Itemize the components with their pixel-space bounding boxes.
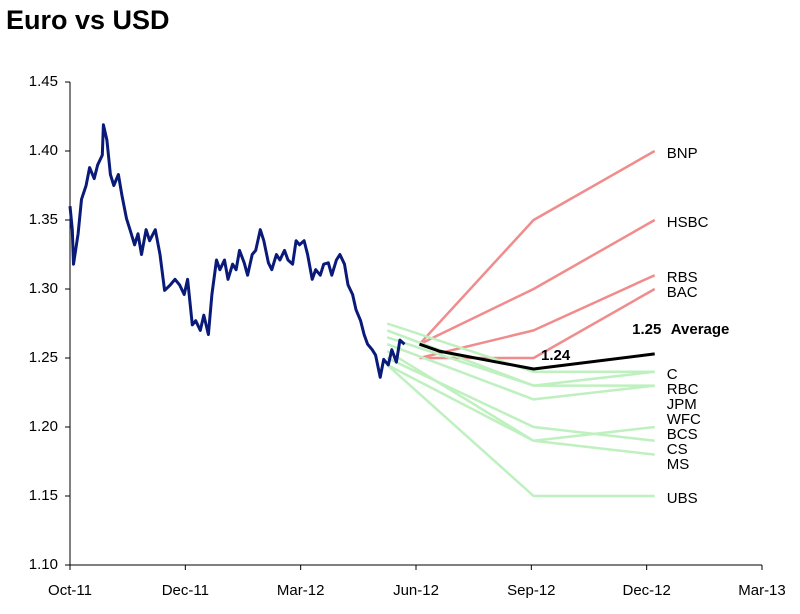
x-tick-label: Jun-12 [393, 582, 439, 599]
series-label: MS [667, 456, 690, 473]
y-tick-label: 1.10 [29, 556, 58, 573]
series-label: UBS [667, 490, 698, 507]
series-label: HSBC [667, 214, 709, 231]
value-label: 1.25 [632, 321, 661, 338]
x-tick-label: Sep-12 [507, 582, 555, 599]
x-tick-label: Dec-12 [622, 582, 670, 599]
forecast-line [419, 287, 656, 360]
y-tick-label: 1.40 [29, 142, 58, 159]
forecast-line [418, 149, 656, 346]
chart-title: Euro vs USD [6, 5, 170, 35]
y-tick-label: 1.45 [29, 73, 58, 90]
x-tick-label: Mar-12 [277, 582, 325, 599]
y-tick-label: 1.35 [29, 211, 58, 228]
forecast-line [386, 363, 655, 498]
series-label: BCS [667, 426, 698, 443]
x-tick-label: Dec-11 [162, 582, 209, 599]
series-label: WFC [667, 411, 701, 428]
y-tick-label: 1.15 [29, 487, 58, 504]
forecast-line [418, 218, 656, 346]
forecast-line [386, 363, 655, 456]
value-label: 1.24 [541, 347, 571, 364]
forecast-line [386, 336, 655, 387]
y-tick-label: 1.25 [29, 349, 58, 366]
forecast-line [386, 322, 655, 374]
series-label: RBS [667, 269, 698, 286]
series-label: CS [667, 441, 688, 458]
series-label: JPM [667, 396, 697, 413]
forecast-line [419, 342, 655, 371]
series-label: C [667, 366, 678, 383]
forecast-line [386, 356, 655, 443]
forecast-line [386, 343, 655, 401]
series-label: RBC [667, 381, 699, 398]
price-line [68, 123, 406, 379]
forecast-line [419, 274, 656, 360]
y-tick-label: 1.30 [29, 280, 58, 297]
y-tick-label: 1.20 [29, 418, 58, 435]
x-tick-label: Oct-11 [48, 582, 92, 599]
series-label: BNP [667, 145, 698, 162]
x-tick-label: Mar-13 [738, 582, 786, 599]
series-label: Average [671, 321, 730, 338]
series-label: BAC [667, 284, 698, 301]
